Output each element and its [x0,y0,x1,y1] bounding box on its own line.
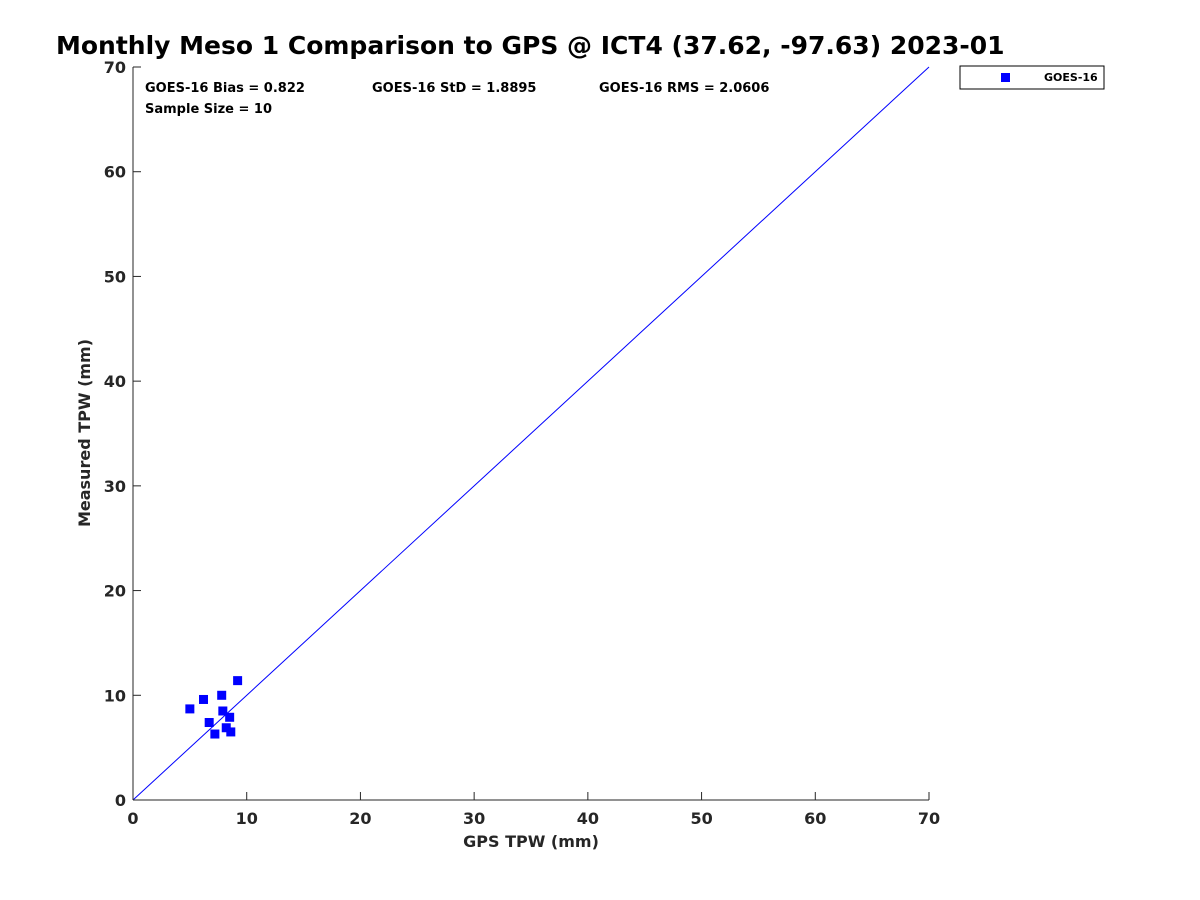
data-point [225,712,235,722]
y-tick-label: 40 [104,372,126,391]
data-point [226,727,236,737]
reference-line-layer [132,66,930,801]
sample-size-annotation: Sample Size = 10 [145,102,272,117]
plot-area: 0 10 20 30 40 50 60 70 0 10 20 30 40 50 60 70 [104,58,940,828]
x-tick-label: 40 [577,809,599,828]
y-tick-label: 10 [104,686,126,705]
x-tick-label: 50 [690,809,712,828]
y-tick-label: 30 [104,477,126,496]
data-point [204,718,214,728]
data-point [221,723,231,733]
data-point [199,694,209,704]
rms-annotation: GOES-16 RMS = 2.0606 [599,81,769,96]
data-point [217,690,227,700]
y-tick-label: 20 [104,582,126,601]
bias-annotation: GOES-16 Bias = 0.822 [145,81,305,96]
y-tick-label: 50 [104,267,126,286]
y-tick-label: 0 [115,791,126,810]
x-tick-label: 0 [127,809,138,828]
legend-box [959,65,1105,90]
x-tick-label: 20 [349,809,371,828]
data-point [233,676,243,686]
one-to-one-line [132,66,930,801]
x-tick-label: 70 [918,809,940,828]
x-tick-label: 10 [236,809,258,828]
legend: GOES-16 [959,65,1105,90]
data-point [218,706,228,716]
axes-layer: 0 10 20 30 40 50 60 70 0 10 20 30 40 50 60 70 [104,58,940,828]
data-points-layer [185,676,243,739]
y-tick-label: 70 [104,58,126,77]
y-axis-label: Measured TPW (mm) [75,339,94,527]
x-tick-label: 30 [463,809,485,828]
legend-label-goes16: GOES-16 [1044,71,1098,84]
y-tick-label: 60 [104,163,126,182]
x-tick-label: 60 [804,809,826,828]
chart-title: Monthly Meso 1 Comparison to GPS @ ICT4 … [56,31,1005,60]
legend-marker-goes16 [1001,73,1010,82]
data-point [210,729,220,739]
std-annotation: GOES-16 StD = 1.8895 [372,81,536,96]
x-axis-label: GPS TPW (mm) [463,832,599,851]
data-point [185,704,195,714]
